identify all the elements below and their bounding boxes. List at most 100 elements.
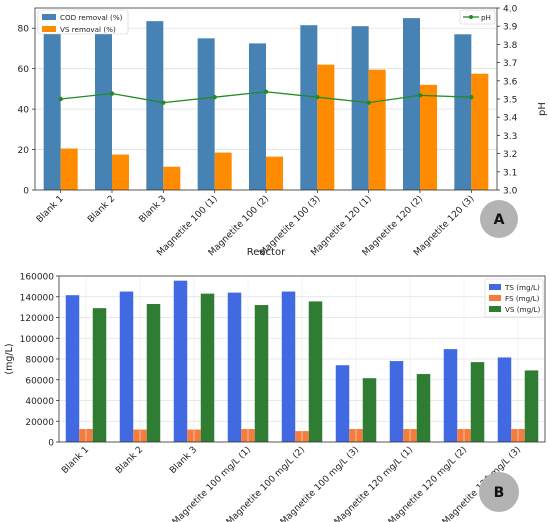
plot-frame-b [58,275,546,443]
panel-label-badge-a [480,200,518,238]
panel-a: 0 20 40 60 80 3.0 3.1 3.2 3.3 3.4 3.5 3.6 3.7 3.8 3.9 4… [18,5,548,259]
bar-ts [497,357,512,442]
bar-ts [389,361,404,442]
panel-label-badge-b [479,472,519,512]
y-tick-label: 60000 [25,376,54,386]
bar-ts [443,349,458,442]
ph-point [417,93,423,98]
ph-point [469,94,474,100]
y-axis-title: (mg/L) [4,343,15,374]
bar-vs-removal [471,73,489,190]
y-tick-label-right: 3.0 [503,187,518,197]
bar-vs [254,305,269,442]
bar-vs [146,304,161,442]
legend-label: COD removal (%) [60,13,123,22]
y-tick-label-right: 3.9 [503,23,518,33]
ph-point [58,96,63,102]
legend-left: COD removal (%) VS removal (%) [37,9,129,35]
bar-cod-removal [95,26,112,191]
bar-ts [119,291,134,442]
bar-vs-removal [317,64,335,190]
bar-vs [524,370,539,442]
x-tick-label: Blank 3 [138,194,169,225]
y-tick-label-left: 80 [18,25,30,35]
bar-cod-removal [197,38,215,191]
x-tick-label: Blank 3 [168,445,199,476]
legend-swatch [42,26,56,32]
ph-point [366,100,371,105]
ph-point [109,91,115,96]
y-tick-label-right: 3.3 [503,132,517,142]
legend-label: pH [481,13,491,22]
legend-swatch [489,284,501,290]
bar-vs-removal [368,69,386,190]
y-tick-label: 20000 [25,418,54,428]
panel-label-a: A [494,212,505,228]
x-axis-title: Reactor [247,247,286,258]
y-tick-label-right: 3.7 [503,59,517,69]
x-tick-label: Blank 1 [60,445,91,476]
ph-point [161,100,166,105]
bar-ts [227,292,242,442]
bar-ts [173,280,188,442]
y-tick-label: 100000 [20,335,55,345]
bar-cod-removal [249,43,266,191]
plot-frame-a [34,7,498,191]
bar-vs-removal [420,84,437,190]
x-tick-label: Blank 1 [35,194,66,225]
bar-cod-removal [454,34,472,191]
bar-vs [362,378,377,442]
ph-point [315,94,320,100]
bar-vs-removal [60,148,78,190]
legend-label: FS (mg/L) [505,294,540,303]
bar-cod-removal [146,21,164,191]
legend-swatch [489,306,501,312]
bar-cod-removal [300,25,318,190]
y-tick-label-left: 0 [23,187,29,197]
bar-ts [65,295,80,442]
bar-vs [470,362,485,442]
bar-vs [200,293,215,442]
panel-label-b: B [494,485,505,501]
bar-vs-removal [214,152,232,190]
bar-vs [416,374,431,442]
legend-swatch [489,295,501,301]
bar-cod-removal [351,26,369,191]
legend-label: TS (mg/L) [504,283,540,292]
ph-point [212,94,217,100]
legend-swatch [42,14,56,20]
bar-vs [92,308,107,442]
y-tick-label-right: 3.5 [503,96,517,106]
y-tick-label-left: 40 [18,106,30,116]
y-tick-label-right: 3.2 [503,150,517,160]
y-tick-label-right: 4.0 [503,5,518,15]
bar-ts [335,365,350,442]
legend-b: TS (mg/L) FS (mg/L) VS (mg/L) [484,278,544,318]
y-tick-label: 80000 [25,356,54,366]
legend-marker-ph [469,15,473,19]
y-tick-label-left: 20 [18,146,30,156]
bar-vs-removal [266,156,283,190]
legend-right: pH [459,9,496,25]
legend-box [37,9,129,35]
bar-ts [281,291,296,442]
bar-vs [308,301,323,442]
x-tick-label: Blank 2 [114,445,145,476]
y-tick-label: 120000 [20,314,55,324]
x-tick-label: Blank 2 [86,194,117,225]
y-tick-label: 0 [48,439,54,449]
y-tick-label-right: 3.1 [503,168,517,178]
panel-b: 0 20000 40000 60000 80000 100000 120000 140000 1… [4,273,546,522]
y-tick-label-right: 3.6 [503,77,518,87]
bar-vs-removal [163,166,181,190]
y-tick-label-left: 60 [18,65,30,75]
bar-vs-removal [112,154,129,190]
y-tick-label: 140000 [20,293,55,303]
y-tick-label-right: 3.4 [503,114,518,124]
legend-label: VS (mg/L) [505,305,541,314]
ph-point [263,89,269,94]
y-tick-label: 40000 [25,397,54,407]
bar-cod-removal [403,18,420,190]
y-tick-label-right: 3.8 [503,41,518,51]
